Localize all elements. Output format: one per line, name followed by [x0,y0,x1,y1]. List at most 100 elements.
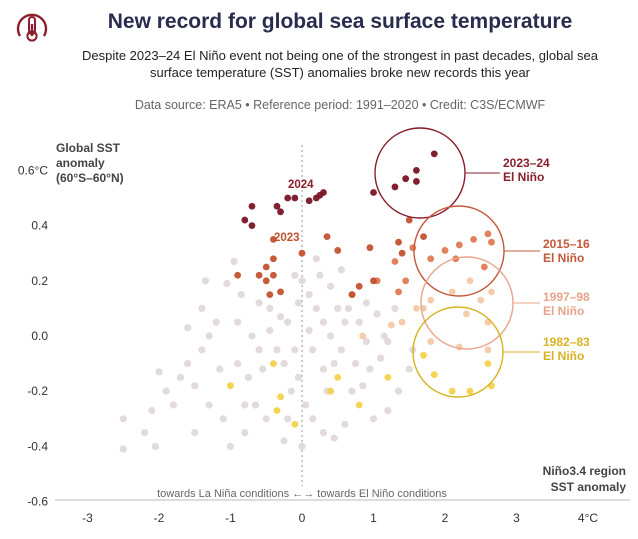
data-point [355,318,363,326]
x-tick-label: -1 [225,511,236,525]
data-point [312,304,320,312]
data-point [413,305,420,312]
y-tick-label: 0.6°C [18,163,48,177]
data-point [319,318,328,326]
event-label: El Niño [543,349,584,363]
data-point [241,401,249,409]
data-point [184,324,192,332]
data-point [402,277,410,285]
data-point [341,318,349,326]
event-circle [374,127,466,219]
data-point [334,304,342,312]
data-point [341,420,349,428]
data-point [477,296,485,304]
data-source: Data source: ERA5 • Reference period: 19… [134,98,546,112]
data-point [255,346,263,354]
data-point [488,238,495,246]
data-point [391,304,399,312]
data-point [362,337,370,346]
data-point [466,277,474,285]
data-point [284,415,292,423]
data-point [191,429,199,437]
data-point [448,387,456,395]
data-point [248,332,256,340]
data-point [212,318,220,326]
data-point [119,415,127,423]
data-point [395,288,402,296]
data-point [327,282,335,290]
data-point [391,258,399,265]
data-point [270,360,277,367]
event-label: El Niño [543,251,584,265]
data-point [427,296,435,304]
x-tick-label: -3 [82,511,93,525]
event-label: 1997–98 [543,290,590,304]
data-point [270,271,277,279]
data-point [216,365,224,373]
data-point [402,175,410,183]
data-point [266,291,274,298]
data-point [330,434,338,442]
data-point [334,374,342,381]
data-point [323,233,331,241]
x-axis-label: Niño3.4 region SST anomaly [542,464,626,494]
data-point [162,387,170,395]
event-label: 2023–24 [503,156,550,170]
y-tick-label: 0.0 [31,329,48,343]
data-point [441,247,449,254]
data-point [348,291,356,298]
data-point [241,216,249,224]
data-point [291,271,299,279]
event-label: El Niño [543,304,584,318]
data-point [366,244,374,252]
data-point [327,332,335,340]
y-axis-label: Global SST anomaly (60°S–60°N) [56,141,124,185]
chart-title: New record for global sea surface temper… [107,10,573,33]
data-point [273,202,281,210]
data-point [155,368,163,376]
data-point [380,332,388,340]
data-point [280,360,288,368]
data-point [141,429,149,437]
data-point [248,202,256,210]
data-point [198,304,206,312]
point-label-2023: 2023 [274,232,300,244]
data-point [184,360,192,368]
data-point [255,299,263,307]
data-point [259,365,267,373]
data-point [270,255,277,263]
data-point [395,238,402,246]
x-tick-label: -2 [154,511,165,525]
data-point [484,346,492,354]
data-point [377,354,385,362]
data-point [312,255,320,263]
data-point [201,277,210,285]
data-point [455,241,463,249]
data-point [237,291,245,299]
data-point [316,271,324,279]
data-point [291,194,299,202]
data-point [327,387,334,395]
data-point [284,194,292,202]
data-point [266,326,274,335]
data-point [251,401,260,409]
x-tick-label: 2 [442,511,449,525]
event-label: 2015–16 [543,237,590,251]
data-point [248,222,256,230]
data-point [151,442,160,450]
data-point [284,318,292,326]
data-point [427,338,435,345]
data-point [391,183,399,191]
data-point [466,387,474,395]
data-point [262,277,270,285]
data-point [277,208,284,216]
data-point [488,382,495,390]
data-point [413,167,420,174]
data-point [355,401,363,409]
data-point [262,263,270,271]
data-point [480,263,488,271]
x-tick-label: 0 [299,511,306,525]
data-point [344,304,353,312]
data-point [191,382,199,390]
data-point [244,373,252,381]
